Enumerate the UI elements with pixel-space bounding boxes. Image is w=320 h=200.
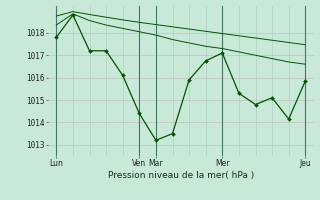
X-axis label: Pression niveau de la mer( hPa ): Pression niveau de la mer( hPa ) xyxy=(108,171,254,180)
